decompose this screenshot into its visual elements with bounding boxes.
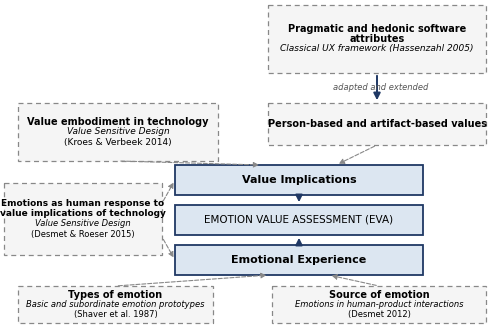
Text: (Shaver et al. 1987): (Shaver et al. 1987) [74,310,158,319]
Bar [4,183,162,255]
Bar [18,103,218,161]
Text: adapted and extended: adapted and extended [334,84,428,92]
Text: (Desmet 2012): (Desmet 2012) [348,310,410,319]
Text: value implications of technology: value implications of technology [0,210,166,218]
Text: Value Sensitive Design: Value Sensitive Design [66,128,170,136]
Bar [175,205,423,235]
Text: Emotions in human-product interactions: Emotions in human-product interactions [295,300,463,309]
Text: Source of emotion: Source of emotion [328,290,430,299]
Text: Classical UX framework (Hassenzahl 2005): Classical UX framework (Hassenzahl 2005) [280,45,474,53]
Text: Person-based and artifact-based values: Person-based and artifact-based values [268,119,486,129]
Bar [18,286,213,323]
Bar [268,103,486,145]
Text: (Desmet & Roeser 2015): (Desmet & Roeser 2015) [31,230,135,238]
Text: Value Sensitive Design: Value Sensitive Design [35,219,131,229]
Text: Emotions as human response to: Emotions as human response to [2,199,164,209]
Bar [175,165,423,195]
Text: Value Implications: Value Implications [242,175,356,185]
Text: EMOTION VALUE ASSESSMENT (EVA): EMOTION VALUE ASSESSMENT (EVA) [204,215,394,225]
Text: (Kroes & Verbeek 2014): (Kroes & Verbeek 2014) [64,137,172,147]
Text: Emotional Experience: Emotional Experience [232,255,366,265]
Text: Value embodiment in technology: Value embodiment in technology [27,117,209,127]
Text: attributes: attributes [350,34,405,44]
Text: Basic and subordinate emotion prototypes: Basic and subordinate emotion prototypes [26,300,205,309]
Text: Types of emotion: Types of emotion [68,290,162,299]
Bar [268,5,486,73]
Text: Pragmatic and hedonic software: Pragmatic and hedonic software [288,24,466,34]
Bar [272,286,486,323]
Bar [175,245,423,275]
